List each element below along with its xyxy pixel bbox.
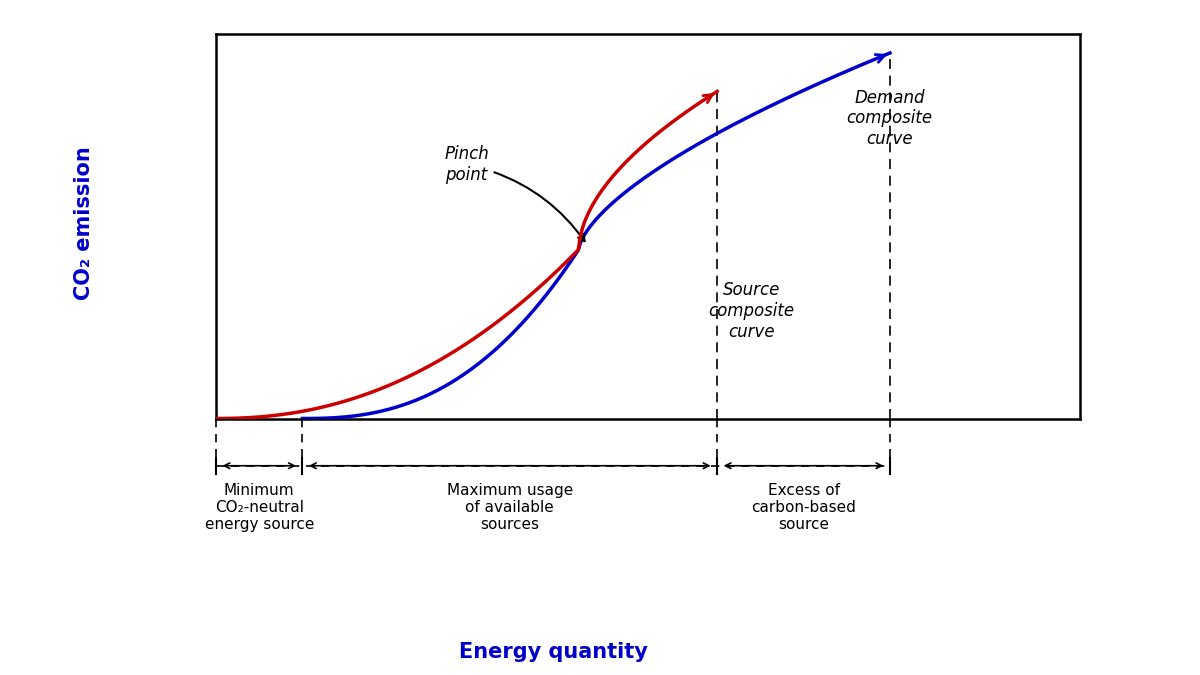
Text: Maximum usage
of available
sources: Maximum usage of available sources bbox=[446, 483, 572, 533]
Text: Minimum
CO₂-neutral
energy source: Minimum CO₂-neutral energy source bbox=[204, 483, 314, 533]
Text: Pinch
point: Pinch point bbox=[444, 145, 584, 241]
Text: Source
composite
curve: Source composite curve bbox=[709, 281, 794, 341]
Text: Energy quantity: Energy quantity bbox=[458, 641, 647, 662]
Text: Excess of
carbon-based
source: Excess of carbon-based source bbox=[751, 483, 856, 533]
Text: CO₂ emission: CO₂ emission bbox=[74, 146, 94, 300]
Text: Demand
composite
curve: Demand composite curve bbox=[847, 88, 932, 148]
